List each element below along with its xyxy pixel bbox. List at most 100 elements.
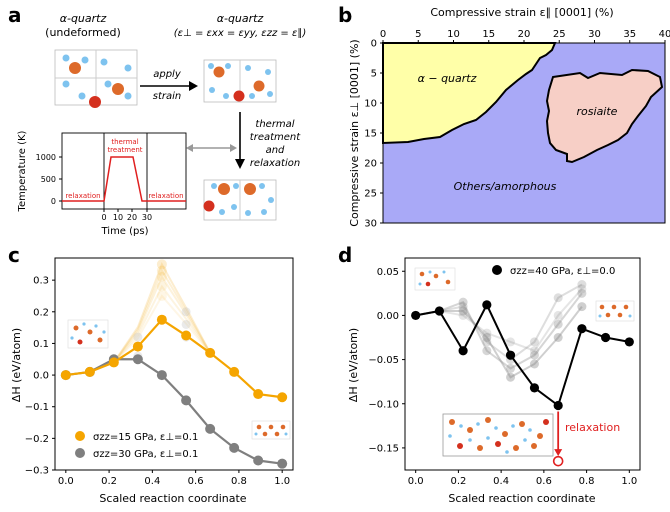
b-xtick-label: 15 [482,29,495,40]
phase-diagram-yticks: 0 5 10 15 20 25 30 [364,39,383,230]
chart-d-relaxed-structure-image [442,413,554,457]
series-line [65,358,283,465]
data-point [601,332,611,343]
b-ytick-label: 0 [371,39,377,50]
phase-diagram-ylabel: Compressive strain ε⊥ [0001] (%) [348,39,361,226]
b-xtick-label: 5 [415,29,421,40]
data-point [577,324,587,334]
panel-a: a α-quartz (undeformed) α-quartz (ε⊥ = ε… [8,3,306,237]
data-point [277,392,288,403]
data-point [108,357,119,368]
ghost-point [553,310,563,320]
ghost-point [577,288,587,298]
xtick-label: 0.8 [231,476,247,487]
ghost-path [113,261,212,363]
b-xtick-label: 10 [447,29,460,40]
ghost-point-gray [181,319,191,329]
chart-c-final-structure-image [251,420,291,440]
ghost-point [482,328,492,338]
b-ytick-label: 5 [371,69,377,80]
ghost-point [458,310,468,320]
xtick-label: 0.6 [536,476,552,487]
data-point [253,389,264,400]
legend-marker-30gpa [75,448,85,458]
chart-d-ylabel: ΔH (eV/atom) [347,328,360,402]
data-point [132,354,143,365]
ghost-point [506,363,516,373]
ghost-point [458,302,468,312]
strained-title: α-quartz [217,12,264,25]
undeformed-crystal-image [54,49,138,108]
strained-crystal-image [203,59,277,103]
data-point [205,423,216,434]
b-ytick-label: 25 [364,189,377,200]
strain-label: strain [153,91,182,102]
relaxed-point [552,455,564,467]
xtick-label: 0.6 [188,476,204,487]
xtick-label: 0.8 [579,476,595,487]
panel-b: b Compressive strain ε∥ [0001] (%) Compr… [338,3,670,230]
xtick-label: 1.0 [274,476,290,487]
ytick-label: −0.05 [368,355,399,366]
thermal-arrowhead [235,159,245,169]
chart-c-legend: σzz=15 GPa, ε⊥=0.1 σzz=30 GPa, ε⊥=0.1 [75,431,198,460]
ghost-point [156,259,167,270]
data-point [60,370,71,381]
legend-marker-40gpa [492,265,502,275]
ghost-point [506,372,516,382]
data-point [132,341,143,352]
ghost-path [113,274,211,364]
ytick-label: −0.2 [25,434,49,445]
thermal-label-2: treatment [250,132,301,143]
ghost-point [156,271,167,282]
strained-subtitle: (ε⊥ = εxx = εyy, εzz = ε∥) [174,28,307,39]
xtick-label: 0.4 [493,476,509,487]
phase-diagram-xticks: 0 5 10 15 20 25 30 35 40 [380,29,670,43]
ghost-point [529,359,539,369]
data-point [253,455,264,466]
data-point [411,310,421,321]
data-point [277,458,288,469]
series-line [65,318,283,399]
xtick-label: 0.2 [450,476,466,487]
label-other-amorphous: Others/amorphous [454,180,557,193]
chart-d-initial-structure-image [414,267,456,291]
thermal-label-3: and [266,145,285,156]
region-rosiaite [545,68,664,164]
xtick-label: 0.4 [144,476,160,487]
ghost-point [156,290,167,301]
ghost-point-gray [181,307,191,317]
chart-c-initial-structure-image [67,319,109,349]
inset-xtick-30: 30 [142,213,152,222]
ytick-label: −0.3 [25,466,49,477]
ghost-point [458,306,468,316]
relaxation-label: relaxation [565,421,620,434]
ghost-point [529,337,539,347]
relaxation-arrowhead [554,449,563,457]
data-point [84,366,95,377]
inset-relaxation-left: relaxation [65,192,100,200]
legend-label-30gpa: σzz=30 GPa, ε⊥=0.1 [93,449,198,460]
ytick-label: 0.2 [33,307,49,318]
chart-c-series [60,314,288,469]
b-ytick-label: 30 [364,219,377,230]
undeformed-title: α-quartz [60,12,107,25]
ytick-label: 0.00 [377,311,399,322]
data-point [181,330,192,341]
ghost-point [577,302,587,312]
ytick-label: 0.0 [33,371,49,382]
chart-c-ylabel: ΔH (eV/atom) [10,328,23,402]
data-point [229,366,240,377]
thermal-label-4: relaxation [250,158,300,169]
label-alpha-quartz: α − quartz [418,72,477,85]
inset-relaxation-right: relaxation [148,192,183,200]
ghost-point [458,297,468,307]
inset-ytick-0: 0 [51,197,56,206]
ghost-point [156,281,167,292]
xtick-label: 0.0 [58,476,74,487]
region-alpha-quartz [382,42,557,145]
final-crystal-image [203,179,277,221]
chart-d-series [411,300,634,467]
chart-c-ticks: 0.0 0.2 0.4 0.6 0.8 1.0 −0.3 −0.2 −0.1 0.0 0.1 0.2 0… [25,276,290,487]
ytick-label: −0.10 [368,399,399,410]
